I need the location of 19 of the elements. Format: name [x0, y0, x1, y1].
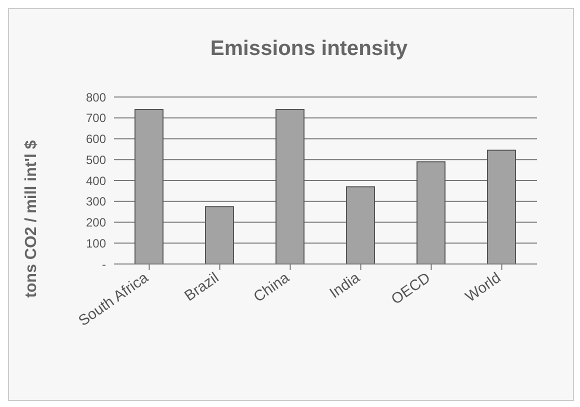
chart-title: Emissions intensity	[209, 37, 409, 61]
y-tick-label: 600	[86, 132, 106, 146]
y-tick-label: -	[102, 257, 106, 272]
y-tick-label: 500	[86, 152, 106, 167]
x-tick-label: India	[326, 268, 364, 302]
bar	[416, 161, 446, 264]
y-tick-label: 300	[86, 194, 106, 209]
bar	[276, 109, 304, 264]
y-tick-label: 200	[86, 216, 106, 230]
bar	[205, 206, 234, 264]
y-tick-label: 700	[86, 111, 106, 126]
bar	[134, 109, 164, 264]
y-tick-label: 100	[86, 236, 106, 250]
y-axis-title: tons CO2 / mill int'l $	[23, 140, 41, 298]
x-tick-label: China	[250, 268, 294, 306]
y-tick-label: 400	[86, 174, 106, 188]
y-tick-label: 800	[86, 90, 106, 104]
bar	[487, 150, 516, 264]
bar	[346, 186, 375, 264]
